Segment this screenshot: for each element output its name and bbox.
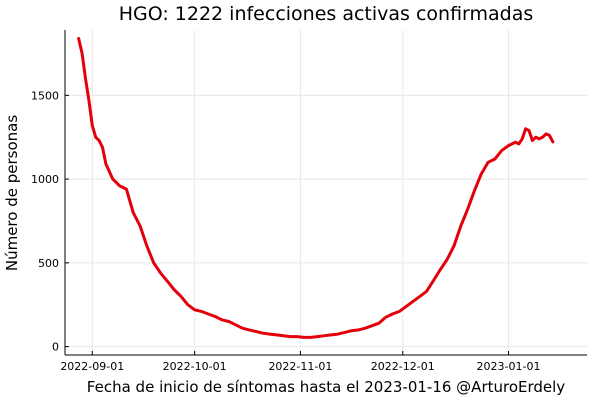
series-layer (77, 36, 555, 339)
x-axis-label: Fecha de inicio de síntomas hasta el 202… (87, 378, 566, 396)
x-tick-label: 2023-01-01 (477, 360, 541, 373)
y-axis-label: Número de personas (3, 115, 21, 271)
grid (65, 30, 587, 355)
x-tick-label: 2022-12-01 (371, 360, 435, 373)
y-tick-label: 0 (52, 341, 59, 354)
x-tick-label: 2022-11-01 (268, 360, 332, 373)
chart-title: HGO: 1222 infecciones activas confirmada… (119, 3, 534, 25)
axes: 2022-09-01 2022-10-01 2022-11-01 2022-12-01… (31, 30, 587, 373)
y-tick-label: 1500 (31, 89, 59, 102)
y-tick-label: 1000 (31, 173, 59, 186)
y-tick-label: 500 (38, 257, 59, 270)
x-tick-label: 2022-09-01 (60, 360, 124, 373)
x-tick-label: 2022-10-01 (163, 360, 227, 373)
series-line-0 (77, 36, 555, 339)
